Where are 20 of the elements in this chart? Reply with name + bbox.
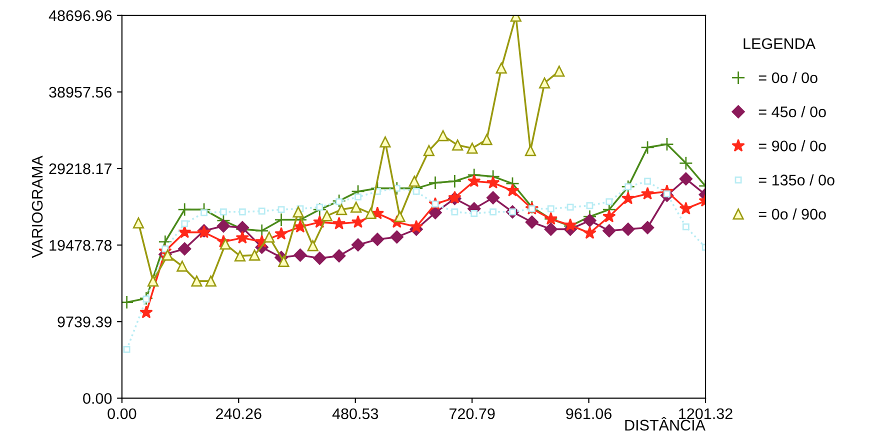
x-tick-label: 480.53	[332, 408, 378, 420]
y-tick-label: 19478.78	[50, 240, 112, 251]
legend-label: = 0o / 90o	[758, 208, 826, 220]
legend-title: LEGENDA	[744, 38, 816, 50]
x-tick-label: 0.00	[108, 408, 136, 420]
y-axis-title: VARIOGRAMA	[32, 156, 43, 258]
legend-label: = 0o / 0o	[758, 72, 818, 84]
x-tick-label: 240.26	[216, 408, 262, 420]
x-tick-label: 720.79	[450, 408, 495, 420]
y-tick-label: 48696.96	[48, 10, 112, 22]
y-tick-label: 9739.39	[58, 316, 112, 328]
x-tick-label: 961.06	[566, 408, 612, 420]
legend-label: = 90o / 0o	[758, 140, 826, 152]
y-tick-label: 29218.17	[49, 163, 112, 174]
x-axis-title: DISTÂNCIA	[625, 417, 706, 431]
x-tick-label: 1201.32	[679, 408, 732, 420]
y-tick-label: 38957.56	[49, 86, 112, 98]
legend-label: = 45o / 0o	[758, 106, 826, 118]
legend-label: = 135o / 0o	[758, 174, 834, 186]
y-tick-label: 0.00	[83, 393, 112, 404]
